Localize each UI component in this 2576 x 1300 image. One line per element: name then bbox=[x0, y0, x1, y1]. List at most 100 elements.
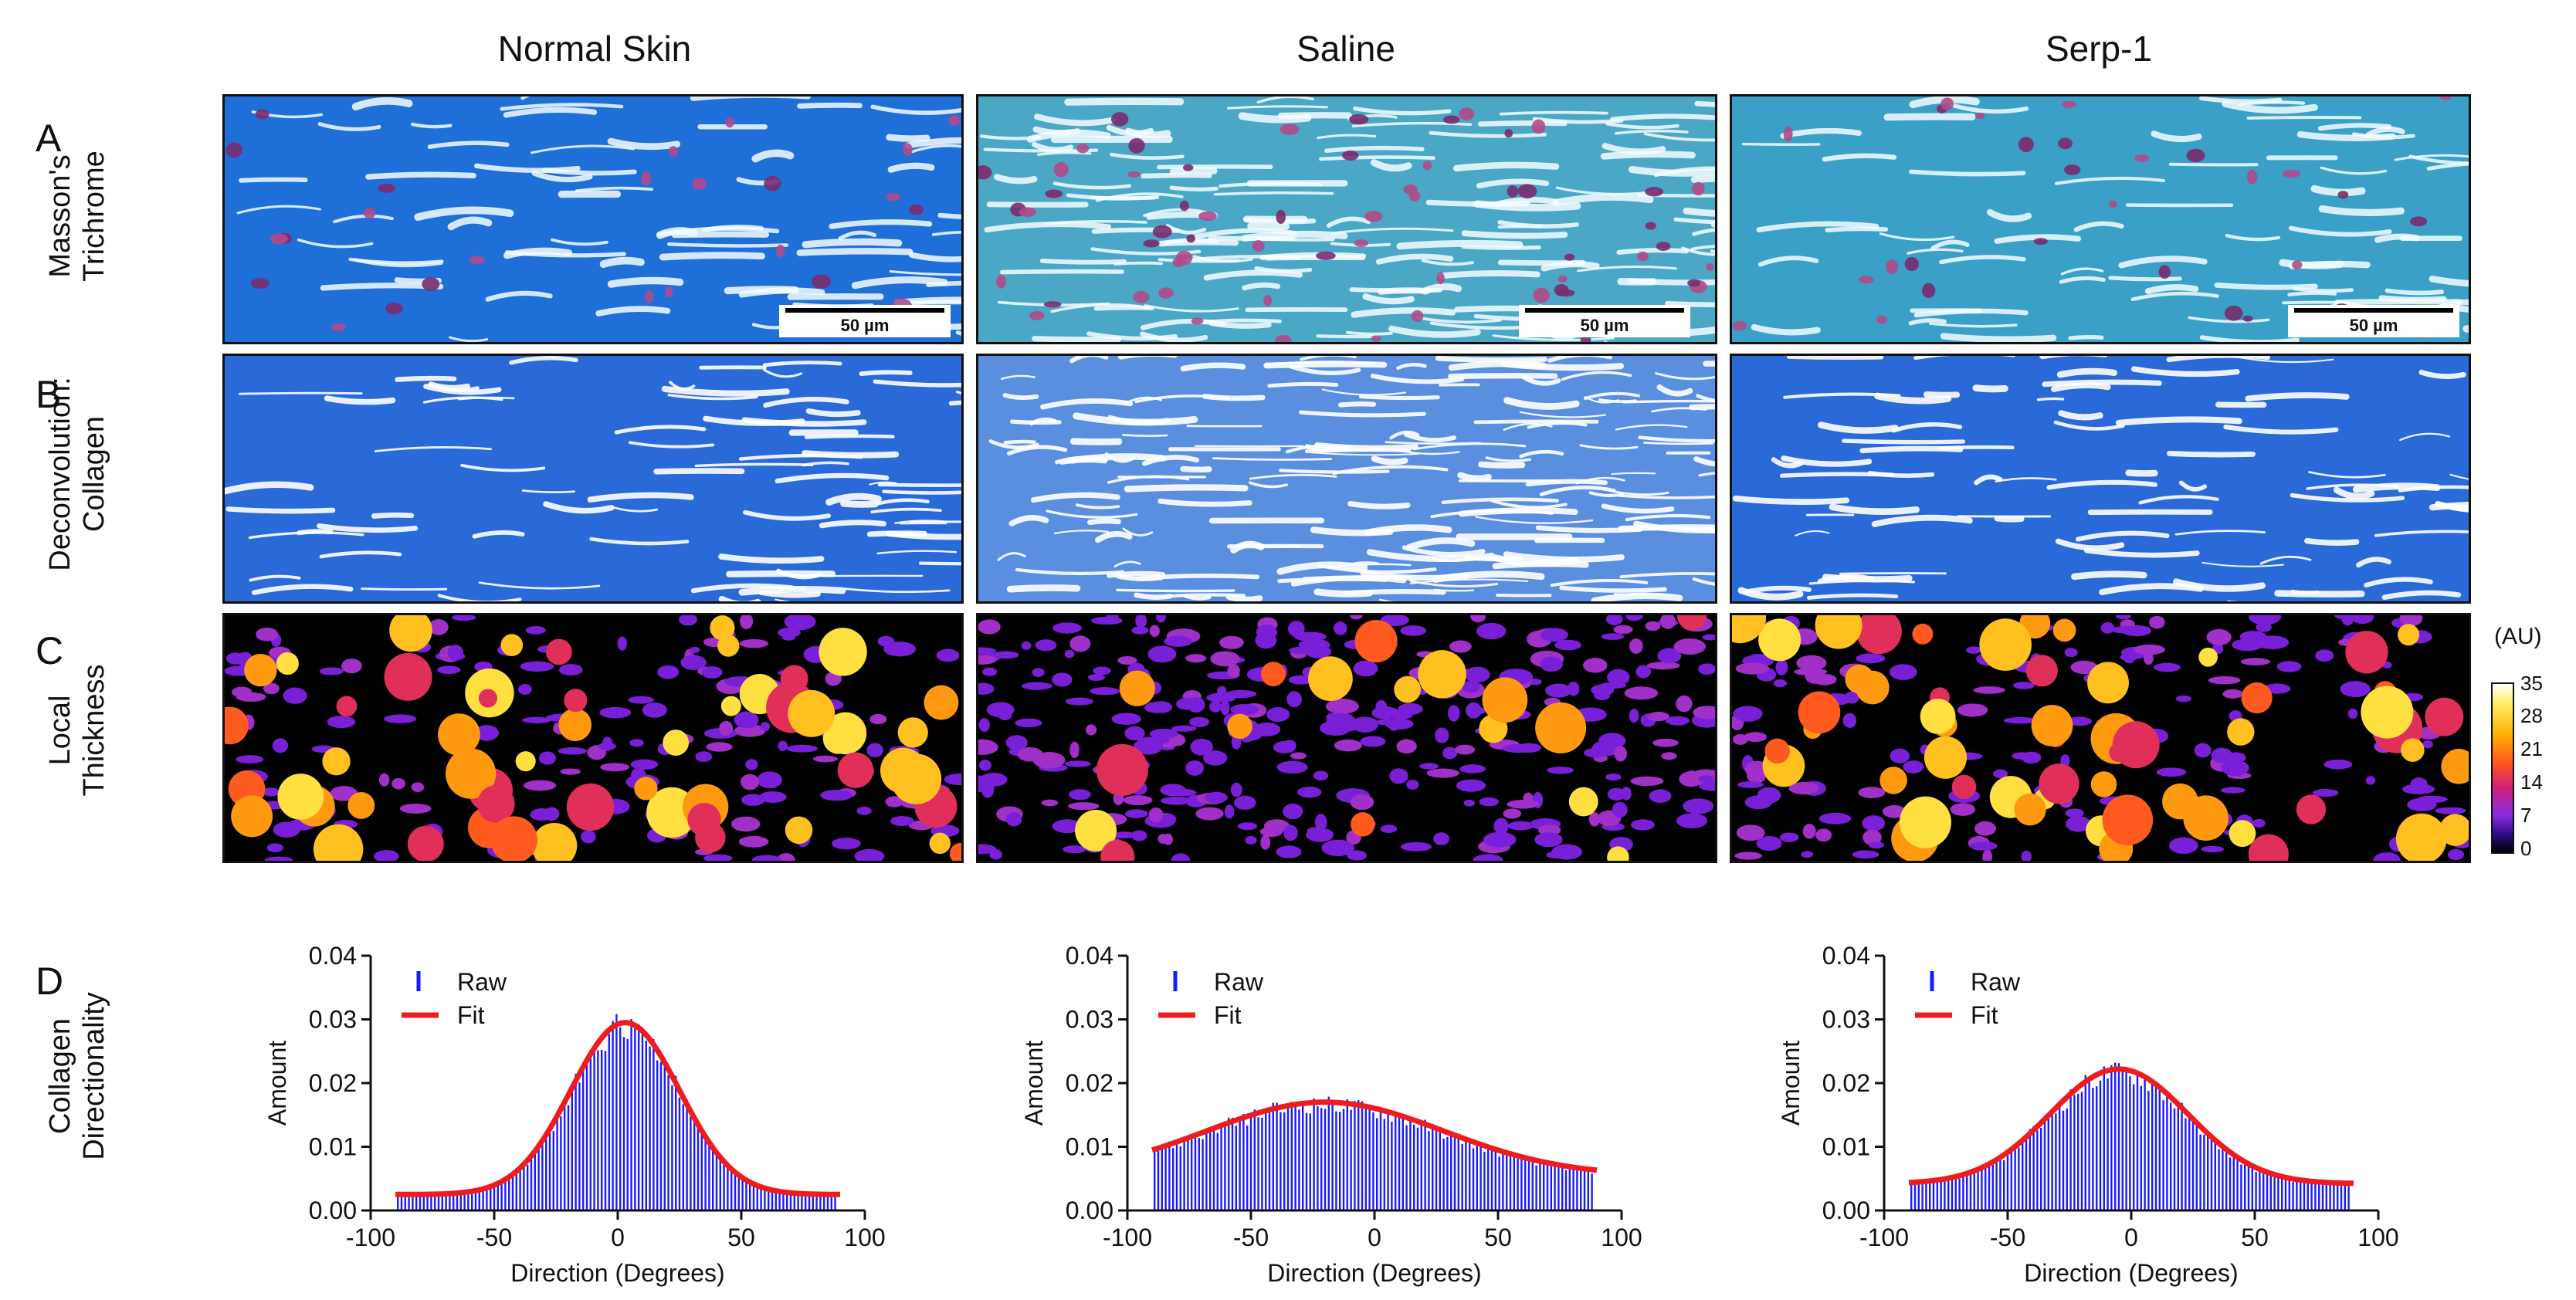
y-tick-label: 0.02 bbox=[1066, 1069, 1113, 1097]
x-tick-label: 50 bbox=[1484, 1224, 1512, 1251]
y-tick-label: 0.03 bbox=[309, 1006, 357, 1034]
trichrome-image-normal-skin: 50 µm bbox=[222, 94, 964, 344]
legend-raw-label: Raw bbox=[1214, 968, 1264, 996]
y-axis-label: Amount bbox=[263, 1041, 291, 1126]
scale-bar-line bbox=[785, 308, 944, 313]
thickness-texture bbox=[978, 615, 1715, 861]
colorbar-tick: 28 bbox=[2520, 704, 2543, 727]
x-axis-label: Direction (Degrees) bbox=[2024, 1259, 2238, 1287]
panel-letter-a: A bbox=[36, 117, 62, 160]
row-label-d-line2: Directionality bbox=[78, 992, 110, 1160]
trichrome-texture bbox=[1732, 96, 2469, 342]
column-title-normal-skin: Normal Skin bbox=[497, 29, 692, 69]
y-tick-label: 0.01 bbox=[1822, 1133, 1870, 1161]
legend-fit-label: Fit bbox=[457, 1001, 485, 1029]
x-tick-label: -100 bbox=[346, 1224, 395, 1251]
legend-fit-label: Fit bbox=[1214, 1001, 1242, 1029]
row-label-c-line1: Local bbox=[44, 695, 76, 766]
panel-letter-b: B bbox=[36, 373, 62, 416]
scale-bar-line bbox=[2294, 308, 2453, 313]
x-axis-label: Direction (Degrees) bbox=[1267, 1259, 1481, 1287]
y-tick-label: 0.03 bbox=[1066, 1006, 1113, 1034]
y-tick-label: 0.00 bbox=[1822, 1197, 1870, 1224]
y-axis-label: Amount bbox=[1020, 1041, 1048, 1126]
y-tick-label: 0.04 bbox=[309, 942, 357, 970]
colorbar-title: (AU) bbox=[2494, 624, 2542, 649]
collagen-texture bbox=[978, 356, 1715, 601]
x-tick-label: 0 bbox=[1368, 1224, 1381, 1251]
y-tick-label: 0.04 bbox=[1066, 942, 1113, 970]
scale-bar-line bbox=[1525, 308, 1684, 313]
row-label-a-line2: Trichrome bbox=[78, 151, 110, 282]
x-tick-label: 100 bbox=[2357, 1224, 2398, 1251]
x-tick-label: 0 bbox=[2124, 1224, 2138, 1251]
row-label-a-line1: Masson's bbox=[44, 154, 76, 278]
scale-bar: 50 µm bbox=[779, 305, 951, 337]
x-tick-label: -100 bbox=[1859, 1224, 1909, 1251]
row-label-a: Masson's Trichrome bbox=[43, 100, 111, 332]
row-label-d: Collagen Directionality bbox=[43, 945, 111, 1207]
x-tick-label: -50 bbox=[476, 1224, 512, 1251]
row-label-b: Deconvolution: Collagen bbox=[43, 343, 111, 605]
x-tick-label: -100 bbox=[1103, 1224, 1152, 1251]
fit-curve bbox=[1151, 1099, 1598, 1173]
y-tick-label: 0.04 bbox=[1822, 942, 1870, 970]
x-tick-label: 0 bbox=[611, 1224, 625, 1251]
colorbar bbox=[2491, 682, 2514, 854]
y-tick-label: 0.00 bbox=[309, 1197, 357, 1224]
collagen-texture bbox=[1732, 356, 2469, 601]
y-tick-label: 0.02 bbox=[309, 1069, 357, 1097]
fit-curve bbox=[1908, 1066, 2354, 1187]
legend-raw-label: Raw bbox=[457, 968, 507, 996]
y-axis-label: Amount bbox=[1777, 1041, 1805, 1126]
x-axis-label: Direction (Degrees) bbox=[510, 1259, 724, 1287]
scale-bar-label: 50 µm bbox=[2349, 316, 2398, 335]
colorbar-tick: 14 bbox=[2520, 770, 2543, 794]
x-tick-label: 100 bbox=[1601, 1224, 1642, 1251]
scale-bar: 50 µm bbox=[2288, 305, 2459, 337]
x-tick-label: -50 bbox=[1990, 1224, 2025, 1251]
column-title-saline: Saline bbox=[1296, 29, 1395, 69]
x-tick-label: 50 bbox=[727, 1224, 755, 1251]
y-tick-label: 0.01 bbox=[309, 1133, 357, 1161]
fit-curve bbox=[395, 1020, 840, 1197]
trichrome-image-saline: 50 µm bbox=[976, 94, 1717, 344]
collagen-texture bbox=[225, 356, 961, 601]
scale-bar-label: 50 µm bbox=[840, 316, 890, 335]
row-label-b-line2: Collagen bbox=[78, 416, 110, 532]
collagen-image-normal-skin bbox=[222, 354, 964, 604]
panel-letter-c: C bbox=[36, 629, 64, 672]
colorbar-tick: 35 bbox=[2520, 672, 2543, 695]
panel-letter-d: D bbox=[36, 960, 64, 1003]
x-tick-label: 100 bbox=[844, 1224, 885, 1251]
thickness-texture bbox=[1732, 615, 2469, 861]
colorbar-tick: 21 bbox=[2520, 737, 2543, 760]
colorbar-tick: 0 bbox=[2520, 837, 2532, 860]
column-title-serp-1: Serp-1 bbox=[2045, 29, 2153, 69]
y-tick-label: 0.02 bbox=[1822, 1069, 1870, 1097]
row-label-d-line1: Collagen bbox=[44, 1018, 76, 1134]
x-tick-label: -50 bbox=[1233, 1224, 1269, 1251]
scale-bar: 50 µm bbox=[1519, 305, 1690, 337]
scale-bar-label: 50 µm bbox=[1580, 316, 1629, 335]
row-label-c-line2: Thickness bbox=[78, 664, 110, 797]
x-tick-label: 50 bbox=[2241, 1224, 2269, 1251]
collagen-image-saline bbox=[976, 354, 1717, 604]
thickness-image-saline bbox=[976, 613, 1717, 863]
directionality-chart-serp-1: -100 -50 0 50 100 0.00 0.01 0.02 0.03 0.04 Directi… bbox=[1777, 942, 2399, 1287]
trichrome-texture bbox=[978, 96, 1715, 342]
trichrome-texture bbox=[225, 96, 961, 342]
y-tick-label: 0.00 bbox=[1066, 1197, 1113, 1224]
thickness-texture bbox=[225, 615, 961, 861]
thickness-image-serp-1 bbox=[1730, 613, 2471, 863]
trichrome-image-serp-1: 50 µm bbox=[1730, 94, 2471, 344]
colorbar-tick: 7 bbox=[2520, 804, 2532, 827]
collagen-image-serp-1 bbox=[1730, 354, 2471, 604]
row-label-b-line1: Deconvolution: bbox=[44, 377, 76, 571]
legend-fit-label: Fit bbox=[1971, 1001, 1998, 1029]
y-tick-label: 0.03 bbox=[1822, 1006, 1870, 1034]
thickness-image-normal-skin bbox=[222, 613, 964, 863]
legend-raw-label: Raw bbox=[1971, 968, 2021, 996]
row-label-c: Local Thickness bbox=[43, 614, 111, 846]
directionality-chart-normal-skin: -100 -50 0 50 100 0.00 0.01 0.02 0.03 0.04 Directi… bbox=[263, 942, 886, 1287]
